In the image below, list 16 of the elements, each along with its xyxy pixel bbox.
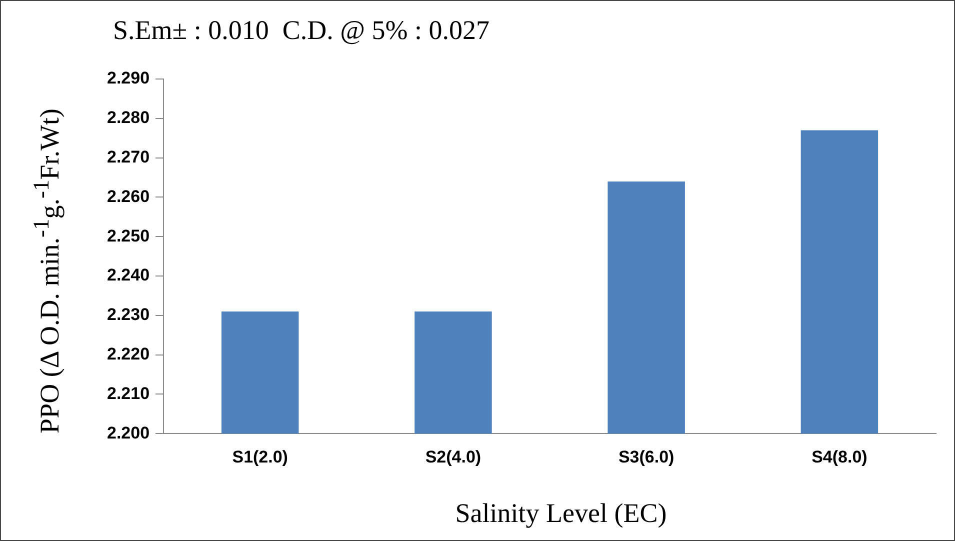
x-tick-label: S1(2.0) xyxy=(232,447,288,466)
y-tick-label: 2.200 xyxy=(106,423,150,442)
y-tick-label: 2.260 xyxy=(106,186,150,206)
x-tick-label: S3(6.0) xyxy=(618,447,674,466)
x-tick-label: S4(8.0) xyxy=(812,447,868,466)
y-tick-label: 2.270 xyxy=(106,147,150,166)
y-tick-label: 2.230 xyxy=(106,305,150,324)
y-tick-label: 2.240 xyxy=(106,266,150,285)
text: S.Em± : 0.010 C.D. @ 5% : 0.027 xyxy=(113,15,490,46)
y-tick-label: 2.210 xyxy=(106,384,150,403)
y-tick-label: 2.290 xyxy=(106,68,150,88)
y-tick-label: 2.250 xyxy=(106,226,150,246)
y-tick-label: 2.280 xyxy=(106,108,150,128)
x-tick-label: S2(4.0) xyxy=(425,447,482,466)
y-tick-label: 2.220 xyxy=(106,344,150,364)
x-axis-title: Salinity Level (EC) xyxy=(454,498,668,529)
